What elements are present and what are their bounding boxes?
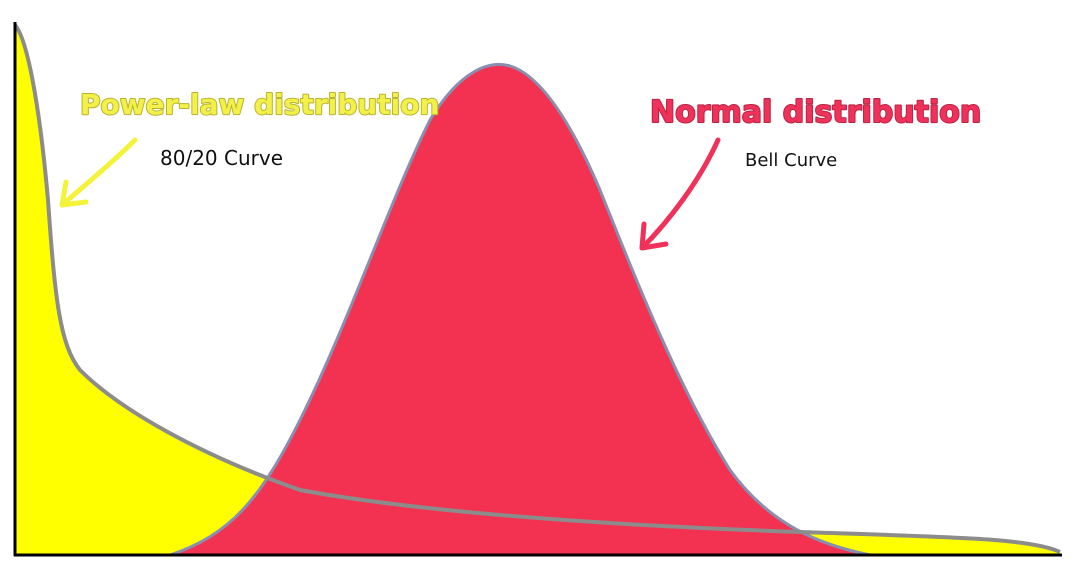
power-law-subtitle: 80/20 Curve <box>160 146 283 170</box>
power-law-curve <box>13 23 1061 554</box>
normal-title: Normal distribution <box>650 95 981 130</box>
power-law-title: Power-law distribution <box>80 88 439 121</box>
power-law-area <box>15 25 1060 555</box>
normal-arrow <box>639 137 721 251</box>
bell-curve-area <box>169 62 871 557</box>
power-law-arrow <box>59 137 138 208</box>
normal-subtitle: Bell Curve <box>745 150 837 171</box>
